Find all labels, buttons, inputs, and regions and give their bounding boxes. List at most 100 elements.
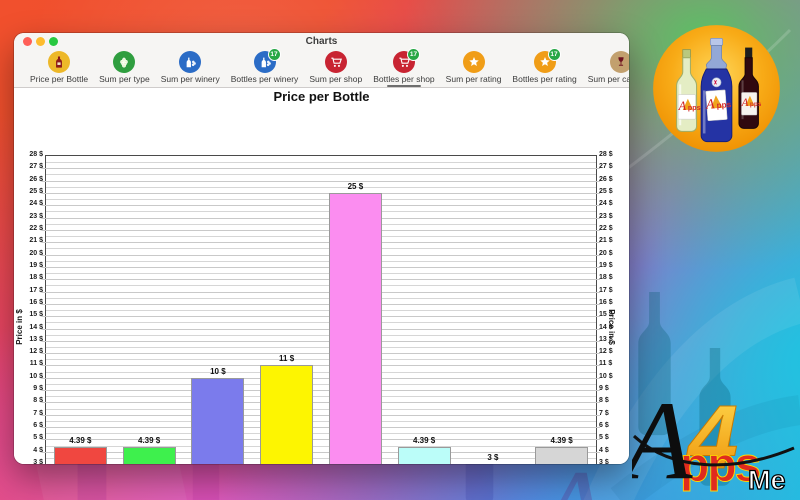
apps4me-logo: 4 pps A Me bbox=[617, 378, 800, 500]
toolbar-item-label: Sum per type bbox=[99, 74, 150, 84]
gridline-major bbox=[42, 254, 600, 256]
gridline-major bbox=[42, 266, 600, 268]
y-tick-label: 23 $ bbox=[599, 212, 613, 220]
y-tick-label: 9 $ bbox=[33, 385, 43, 393]
toolbar-item-bottles-per-rating[interactable]: 17 Bottles per rating bbox=[512, 48, 577, 84]
gridline-minor bbox=[46, 162, 596, 164]
chart-title: Price per Bottle bbox=[273, 89, 370, 104]
y-tick-label: 7 $ bbox=[599, 409, 609, 417]
gridline-minor bbox=[46, 310, 596, 312]
y-tick-label: 17 $ bbox=[599, 286, 613, 294]
y-tick-label: 3 $ bbox=[33, 459, 43, 464]
gridline-major bbox=[42, 279, 600, 281]
gridline-minor bbox=[46, 396, 596, 398]
toolbar-item-label: Sum per rating bbox=[445, 74, 502, 84]
y-tick-label: 4 $ bbox=[33, 446, 43, 454]
bar-value-label: 3 $ bbox=[487, 453, 499, 463]
gridline-major bbox=[42, 303, 600, 305]
toolbar-item-sum-per-shop[interactable]: Sum per shop bbox=[309, 51, 362, 84]
minimize-button[interactable] bbox=[36, 37, 45, 46]
toolbar-item-label: Bottles per winery bbox=[230, 74, 299, 84]
gridline-major bbox=[42, 242, 600, 244]
gridline-major bbox=[42, 390, 600, 392]
gridline-major bbox=[42, 365, 600, 367]
y-tick-label: 8 $ bbox=[599, 397, 609, 405]
toolbar-item-sum-per-rating[interactable]: Sum per rating bbox=[445, 51, 502, 84]
bar-bio-riesling-ko bbox=[260, 365, 314, 464]
gridline-major bbox=[42, 180, 600, 182]
window-titlebar: Charts bbox=[14, 33, 629, 50]
y-tick-label: 24 $ bbox=[29, 200, 43, 208]
toolbar-item-price-per-bottle[interactable]: Price per Bottle bbox=[30, 51, 88, 84]
close-button[interactable] bbox=[23, 37, 32, 46]
toolbar-item-sum-per-winery[interactable]: Sum per winery bbox=[161, 51, 220, 84]
y-tick-label: 20 $ bbox=[29, 249, 43, 257]
y-tick-label: 6 $ bbox=[33, 422, 43, 430]
y-tick-label: 14 $ bbox=[29, 323, 43, 331]
gridline-major bbox=[42, 192, 600, 194]
count-badge: 17 bbox=[406, 48, 420, 61]
gridline-minor bbox=[46, 211, 596, 213]
y-tick-label: 18 $ bbox=[599, 274, 613, 282]
y-tick-label: 26 $ bbox=[29, 175, 43, 183]
gridline-minor bbox=[46, 273, 596, 275]
y-tick-label: 17 $ bbox=[29, 286, 43, 294]
y-tick-label: 28 $ bbox=[599, 151, 613, 158]
logo-a: A bbox=[632, 379, 693, 496]
toolbar-item-bottles-per-shop[interactable]: 17 Bottles per shop bbox=[373, 48, 435, 87]
toolbar-item-bottles-per-winery[interactable]: 17 Bottles per winery bbox=[230, 48, 299, 84]
gridline-major bbox=[42, 205, 600, 207]
gridline-major bbox=[42, 328, 600, 330]
gridline-major bbox=[42, 377, 600, 379]
gridline-major bbox=[42, 340, 600, 342]
y-tick-label: 14 $ bbox=[599, 323, 613, 331]
y-tick-label: 23 $ bbox=[29, 212, 43, 220]
wine-bottles-icon: A pps bbox=[653, 25, 780, 152]
y-tick-label: 28 $ bbox=[29, 151, 43, 158]
plot-area: 4.39 $ 4.39 $ 10 $ 11 $ 25 $ 4.39 $ 3 $ 4.39 $ bbox=[42, 155, 600, 464]
y-tick-label: 10 $ bbox=[599, 372, 613, 380]
toolbar-item-label: Sum per category bbox=[587, 74, 629, 84]
bar-value-label: 4.39 $ bbox=[69, 435, 92, 445]
chart-area: Price per Bottle Price in $ Price in $ 0… bbox=[14, 88, 629, 464]
app-icon: A pps bbox=[648, 21, 786, 159]
gridline-minor bbox=[46, 248, 596, 250]
y-tick-label: 15 $ bbox=[599, 311, 613, 319]
y-tick-label: 16 $ bbox=[29, 298, 43, 306]
y-tick-label: 8 $ bbox=[33, 397, 43, 405]
gridline-major bbox=[42, 316, 600, 318]
count-badge: 17 bbox=[547, 48, 561, 61]
zoom-button[interactable] bbox=[49, 37, 58, 46]
y-tick-label: 10 $ bbox=[29, 372, 43, 380]
bar-bacchus-auslese bbox=[53, 446, 107, 464]
winery-icon bbox=[179, 51, 202, 73]
y-tick-label: 16 $ bbox=[599, 298, 613, 306]
gridline-minor bbox=[46, 420, 596, 422]
y-tick-label: 13 $ bbox=[29, 335, 43, 343]
y-tick-label: 27 $ bbox=[29, 163, 43, 171]
bar-ros-cuv bbox=[397, 446, 451, 464]
bar-value-label: 10 $ bbox=[210, 366, 226, 376]
toolbar-item-label: Bottles per shop bbox=[373, 74, 435, 84]
gridline-minor bbox=[46, 174, 596, 176]
y-tick-label: 4 $ bbox=[599, 446, 609, 454]
gridline-minor bbox=[46, 322, 596, 324]
toolbar-item-label: Sum per winery bbox=[160, 74, 220, 84]
y-tick-label: 12 $ bbox=[599, 348, 613, 356]
gridline-major bbox=[42, 451, 600, 453]
gridline-minor bbox=[46, 285, 596, 287]
bar-bio-riesling bbox=[191, 377, 245, 464]
gridline-major bbox=[42, 353, 600, 355]
toolbar: Price per Bottle Sum per type Sum per wi… bbox=[14, 48, 629, 88]
toolbar-item-sum-per-category[interactable]: Sum per category bbox=[588, 51, 629, 84]
y-tick-label: 18 $ bbox=[29, 274, 43, 282]
gridline-minor bbox=[46, 223, 596, 225]
y-tick-label: 5 $ bbox=[33, 434, 43, 442]
bar-value-label: 4.39 $ bbox=[413, 435, 436, 445]
y-tick-label: 3 $ bbox=[599, 459, 609, 464]
gridline-major bbox=[42, 229, 600, 231]
y-tick-label: 13 $ bbox=[599, 335, 613, 343]
toolbar-item-sum-per-type[interactable]: Sum per type bbox=[99, 51, 150, 84]
cart-icon bbox=[324, 51, 347, 73]
gridline-major bbox=[42, 414, 600, 416]
